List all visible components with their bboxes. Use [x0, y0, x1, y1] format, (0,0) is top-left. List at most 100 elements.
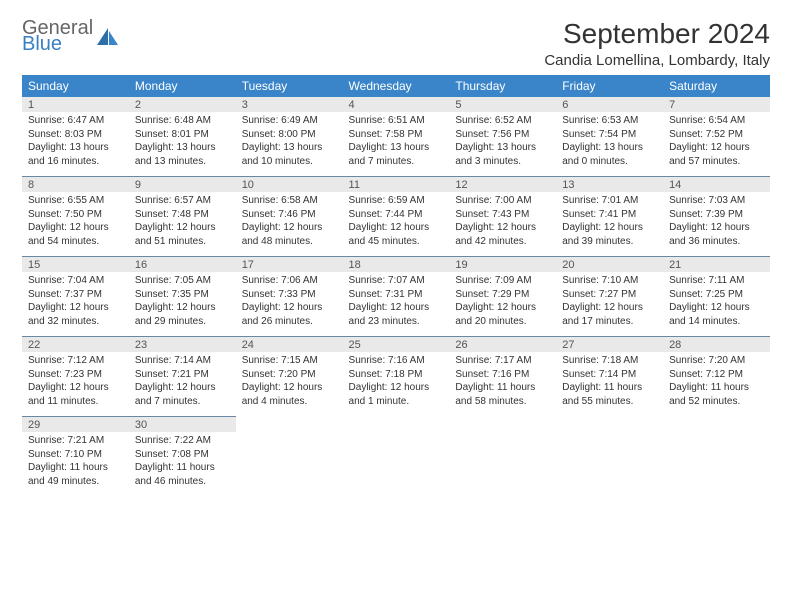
sunset-text: Sunset: 7:27 PM [562, 288, 657, 302]
sunset-text: Sunset: 7:44 PM [349, 208, 444, 222]
sunset-text: Sunset: 7:35 PM [135, 288, 230, 302]
day-cell: Sunrise: 6:59 AMSunset: 7:44 PMDaylight:… [343, 192, 450, 257]
sunrise-text: Sunrise: 7:05 AM [135, 274, 230, 288]
calendar-body: 1234567Sunrise: 6:47 AMSunset: 8:03 PMDa… [22, 97, 770, 496]
day-cell: Sunrise: 6:52 AMSunset: 7:56 PMDaylight:… [449, 112, 556, 177]
dayhead-mon: Monday [129, 75, 236, 97]
daylight-text: Daylight: 13 hours and 16 minutes. [28, 141, 123, 168]
day-number: 4 [343, 97, 450, 112]
day-cell: Sunrise: 6:51 AMSunset: 7:58 PMDaylight:… [343, 112, 450, 177]
sunset-text: Sunset: 8:00 PM [242, 128, 337, 142]
day-header-row: Sunday Monday Tuesday Wednesday Thursday… [22, 75, 770, 97]
sunrise-text: Sunrise: 7:04 AM [28, 274, 123, 288]
sunset-text: Sunset: 7:46 PM [242, 208, 337, 222]
day-cell: Sunrise: 6:55 AMSunset: 7:50 PMDaylight:… [22, 192, 129, 257]
dayhead-fri: Friday [556, 75, 663, 97]
daylight-text: Daylight: 12 hours and 26 minutes. [242, 301, 337, 328]
daylight-text: Daylight: 12 hours and 14 minutes. [669, 301, 764, 328]
day-cell: Sunrise: 6:53 AMSunset: 7:54 PMDaylight:… [556, 112, 663, 177]
daylight-text: Daylight: 13 hours and 7 minutes. [349, 141, 444, 168]
sunset-text: Sunset: 7:48 PM [135, 208, 230, 222]
daylight-text: Daylight: 13 hours and 10 minutes. [242, 141, 337, 168]
day-cell: Sunrise: 6:49 AMSunset: 8:00 PMDaylight:… [236, 112, 343, 177]
daylight-text: Daylight: 12 hours and 48 minutes. [242, 221, 337, 248]
dayhead-sun: Sunday [22, 75, 129, 97]
day-number: 28 [663, 337, 770, 353]
day-cell [449, 432, 556, 496]
sunrise-text: Sunrise: 7:15 AM [242, 354, 337, 368]
daylight-text: Daylight: 12 hours and 1 minute. [349, 381, 444, 408]
sunrise-text: Sunrise: 7:00 AM [455, 194, 550, 208]
daylight-text: Daylight: 12 hours and 7 minutes. [135, 381, 230, 408]
daylight-text: Daylight: 11 hours and 49 minutes. [28, 461, 123, 488]
sunrise-text: Sunrise: 7:07 AM [349, 274, 444, 288]
location: Candia Lomellina, Lombardy, Italy [544, 52, 770, 69]
sunset-text: Sunset: 7:54 PM [562, 128, 657, 142]
sunset-text: Sunset: 8:03 PM [28, 128, 123, 142]
day-cell: Sunrise: 7:10 AMSunset: 7:27 PMDaylight:… [556, 272, 663, 337]
sunrise-text: Sunrise: 7:17 AM [455, 354, 550, 368]
daylight-text: Daylight: 12 hours and 4 minutes. [242, 381, 337, 408]
sunset-text: Sunset: 7:18 PM [349, 368, 444, 382]
day-number: 14 [663, 177, 770, 193]
day-number: 24 [236, 337, 343, 353]
sunset-text: Sunset: 7:43 PM [455, 208, 550, 222]
day-cell: Sunrise: 7:16 AMSunset: 7:18 PMDaylight:… [343, 352, 450, 417]
sunset-text: Sunset: 7:16 PM [455, 368, 550, 382]
day-number-row: 1234567 [22, 97, 770, 112]
day-number: 21 [663, 257, 770, 273]
dayhead-tue: Tuesday [236, 75, 343, 97]
logo-sail-icon [97, 28, 119, 50]
calendar-table: Sunday Monday Tuesday Wednesday Thursday… [22, 75, 770, 496]
sunset-text: Sunset: 7:31 PM [349, 288, 444, 302]
sunrise-text: Sunrise: 7:18 AM [562, 354, 657, 368]
day-number: 29 [22, 417, 129, 433]
sunrise-text: Sunrise: 6:49 AM [242, 114, 337, 128]
day-cell: Sunrise: 7:20 AMSunset: 7:12 PMDaylight:… [663, 352, 770, 417]
day-number [556, 417, 663, 433]
daylight-text: Daylight: 12 hours and 36 minutes. [669, 221, 764, 248]
day-number-row: 891011121314 [22, 177, 770, 193]
sunrise-text: Sunrise: 7:01 AM [562, 194, 657, 208]
day-number: 2 [129, 97, 236, 112]
sunrise-text: Sunrise: 7:09 AM [455, 274, 550, 288]
daylight-text: Daylight: 12 hours and 11 minutes. [28, 381, 123, 408]
day-number: 12 [449, 177, 556, 193]
day-cell [663, 432, 770, 496]
sunrise-text: Sunrise: 6:58 AM [242, 194, 337, 208]
daylight-text: Daylight: 12 hours and 51 minutes. [135, 221, 230, 248]
day-number: 10 [236, 177, 343, 193]
day-cell: Sunrise: 7:15 AMSunset: 7:20 PMDaylight:… [236, 352, 343, 417]
day-cell: Sunrise: 7:01 AMSunset: 7:41 PMDaylight:… [556, 192, 663, 257]
dayhead-wed: Wednesday [343, 75, 450, 97]
day-number [449, 417, 556, 433]
sunrise-text: Sunrise: 6:54 AM [669, 114, 764, 128]
day-cell: Sunrise: 7:04 AMSunset: 7:37 PMDaylight:… [22, 272, 129, 337]
daylight-text: Daylight: 13 hours and 3 minutes. [455, 141, 550, 168]
daylight-text: Daylight: 12 hours and 54 minutes. [28, 221, 123, 248]
day-cell: Sunrise: 7:07 AMSunset: 7:31 PMDaylight:… [343, 272, 450, 337]
day-number: 18 [343, 257, 450, 273]
sunrise-text: Sunrise: 7:10 AM [562, 274, 657, 288]
sunrise-text: Sunrise: 7:20 AM [669, 354, 764, 368]
sunrise-text: Sunrise: 7:21 AM [28, 434, 123, 448]
day-cell: Sunrise: 7:11 AMSunset: 7:25 PMDaylight:… [663, 272, 770, 337]
daylight-text: Daylight: 12 hours and 45 minutes. [349, 221, 444, 248]
daylight-text: Daylight: 13 hours and 0 minutes. [562, 141, 657, 168]
sunset-text: Sunset: 7:08 PM [135, 448, 230, 462]
sunrise-text: Sunrise: 6:52 AM [455, 114, 550, 128]
day-number: 13 [556, 177, 663, 193]
sunset-text: Sunset: 7:39 PM [669, 208, 764, 222]
day-number: 5 [449, 97, 556, 112]
day-number: 23 [129, 337, 236, 353]
sunrise-text: Sunrise: 7:22 AM [135, 434, 230, 448]
day-cell: Sunrise: 7:14 AMSunset: 7:21 PMDaylight:… [129, 352, 236, 417]
sunset-text: Sunset: 7:50 PM [28, 208, 123, 222]
sunset-text: Sunset: 7:56 PM [455, 128, 550, 142]
sunrise-text: Sunrise: 6:55 AM [28, 194, 123, 208]
day-number: 30 [129, 417, 236, 433]
day-number: 6 [556, 97, 663, 112]
day-cell: Sunrise: 7:21 AMSunset: 7:10 PMDaylight:… [22, 432, 129, 496]
day-number-row: 15161718192021 [22, 257, 770, 273]
sunrise-text: Sunrise: 7:16 AM [349, 354, 444, 368]
